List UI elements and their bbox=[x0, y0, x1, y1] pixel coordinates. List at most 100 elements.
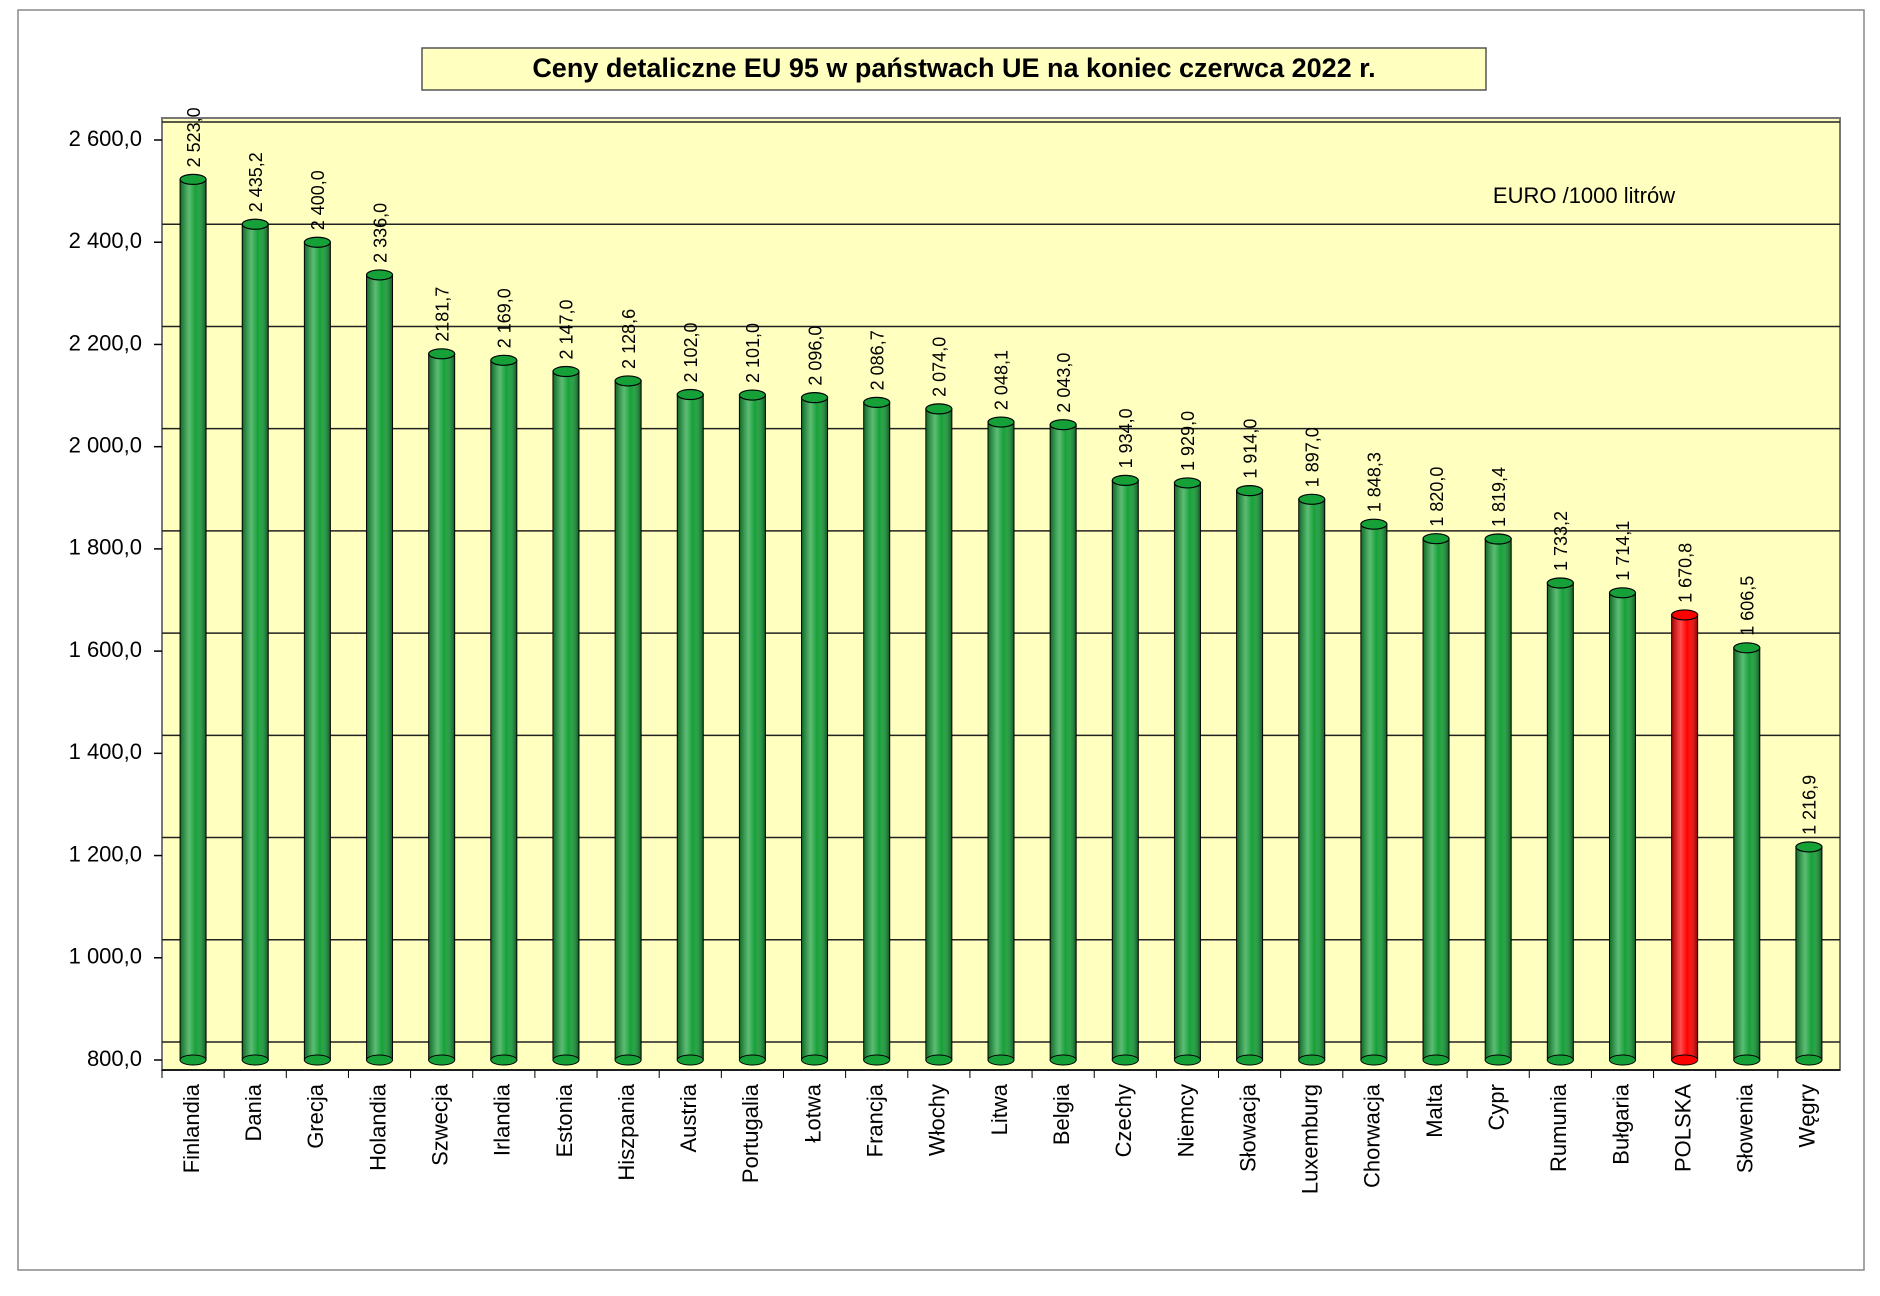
x-tick-label: Niemcy bbox=[1173, 1084, 1198, 1157]
bar-shade bbox=[428, 353, 455, 1060]
y-tick-label: 2 200,0 bbox=[69, 330, 142, 355]
chart-title: Ceny detaliczne EU 95 w państwach UE na … bbox=[532, 53, 1375, 83]
bar-top bbox=[1235, 485, 1264, 497]
value-label: 1 914,0 bbox=[1240, 419, 1260, 479]
x-tick-label: Luxemburg bbox=[1298, 1084, 1323, 1194]
bar-shade bbox=[1733, 647, 1760, 1060]
x-tick-label: Łotwa bbox=[800, 1083, 825, 1142]
bar-top bbox=[241, 218, 269, 230]
value-label: 2 128,6 bbox=[619, 309, 639, 369]
y-tick-label: 1 000,0 bbox=[69, 944, 142, 969]
bar-shade bbox=[677, 394, 704, 1060]
bar-bottom bbox=[1422, 1054, 1450, 1066]
bar-top bbox=[1049, 419, 1077, 431]
value-label: 2 400,0 bbox=[308, 170, 328, 230]
bar-shade bbox=[1485, 538, 1512, 1060]
bar-top bbox=[614, 375, 642, 387]
bar-shade bbox=[1174, 482, 1201, 1060]
x-tick-label: Grecja bbox=[303, 1083, 328, 1149]
value-label: 1 216,9 bbox=[1800, 775, 1820, 835]
bar-bottom bbox=[1360, 1054, 1388, 1066]
value-label: 2 101,0 bbox=[743, 323, 763, 383]
bar-top bbox=[490, 354, 518, 366]
x-tick-label: Słowenia bbox=[1733, 1083, 1758, 1173]
x-tick-label: Portugalia bbox=[738, 1083, 763, 1183]
bar-shade bbox=[1609, 592, 1636, 1060]
x-tick-label: Austria bbox=[676, 1083, 701, 1152]
bar-bottom bbox=[1049, 1054, 1077, 1066]
bar-bottom bbox=[1608, 1054, 1636, 1066]
bar-bottom bbox=[987, 1054, 1015, 1066]
bar-bottom bbox=[801, 1054, 829, 1066]
x-tick-label: Włochy bbox=[925, 1084, 950, 1156]
y-tick-label: 2 600,0 bbox=[69, 126, 142, 151]
bar-shade bbox=[1795, 846, 1822, 1060]
value-label: 1 929,0 bbox=[1178, 411, 1198, 471]
x-tick-label: Rumunia bbox=[1546, 1083, 1571, 1172]
bar-shade bbox=[180, 179, 207, 1060]
bar-top bbox=[1671, 609, 1699, 621]
bar-top bbox=[1360, 518, 1388, 530]
bar-top bbox=[552, 365, 580, 378]
y-tick-label: 1 400,0 bbox=[69, 739, 142, 764]
bar-top bbox=[676, 388, 704, 401]
value-label: 1 819,4 bbox=[1489, 467, 1509, 527]
bar-shade bbox=[1298, 499, 1325, 1060]
bar-shade bbox=[552, 371, 579, 1060]
bar-shade bbox=[1112, 480, 1139, 1060]
bar-top bbox=[179, 173, 207, 185]
bar-top bbox=[1111, 474, 1139, 486]
bar-shade bbox=[615, 380, 642, 1061]
y-tick-label: 1 800,0 bbox=[69, 535, 142, 560]
bar-shade bbox=[1360, 524, 1387, 1060]
y-tick-label: 800,0 bbox=[87, 1046, 142, 1071]
bar-bottom bbox=[1298, 1054, 1326, 1066]
value-label: 2181,7 bbox=[432, 287, 452, 342]
value-label: 1 897,0 bbox=[1302, 427, 1322, 487]
bar-top bbox=[800, 392, 829, 404]
value-label: 2 169,0 bbox=[495, 288, 515, 348]
value-label: 2 096,0 bbox=[805, 326, 825, 386]
value-label: 1 848,3 bbox=[1365, 452, 1385, 512]
bar-top bbox=[1546, 577, 1574, 589]
value-label: 2 074,0 bbox=[930, 337, 950, 397]
x-tick-label: Cypr bbox=[1484, 1084, 1509, 1130]
value-label: 1 606,5 bbox=[1738, 576, 1758, 636]
value-label: 1 934,0 bbox=[1116, 408, 1136, 468]
x-tick-label: Chorwacja bbox=[1360, 1083, 1385, 1188]
value-label: 1 820,0 bbox=[1427, 467, 1447, 527]
x-tick-label: Irlandia bbox=[490, 1083, 515, 1156]
bar-top bbox=[1173, 477, 1202, 489]
x-tick-label: Malta bbox=[1422, 1083, 1447, 1138]
bar-shade bbox=[1671, 614, 1698, 1060]
value-label: 2 523,0 bbox=[184, 107, 204, 167]
value-label: 1 733,2 bbox=[1551, 511, 1571, 571]
x-tick-label: Słowacja bbox=[1235, 1083, 1260, 1172]
bar-top bbox=[987, 416, 1015, 428]
value-label: 2 102,0 bbox=[681, 322, 701, 382]
x-tick-label: Dania bbox=[241, 1083, 266, 1141]
bar-bottom bbox=[1671, 1054, 1699, 1066]
value-label: 2 043,0 bbox=[1054, 353, 1074, 413]
bar-shade bbox=[801, 397, 828, 1061]
title-box bbox=[421, 47, 1487, 91]
bar-bottom bbox=[241, 1054, 269, 1066]
y-tick-label: 2 000,0 bbox=[69, 432, 142, 457]
bar-shade bbox=[304, 242, 331, 1060]
value-label: 1 714,1 bbox=[1613, 521, 1633, 581]
bar-shade bbox=[366, 274, 393, 1060]
value-label: 2 336,0 bbox=[370, 203, 390, 263]
value-label: 2 435,2 bbox=[246, 152, 266, 212]
bar-top bbox=[925, 403, 953, 415]
bar-bottom bbox=[863, 1054, 891, 1066]
y-tick-label: 1 600,0 bbox=[69, 637, 142, 662]
bar-bottom bbox=[179, 1054, 207, 1066]
x-tick-label: Bułgaria bbox=[1608, 1083, 1633, 1164]
bar-bottom bbox=[366, 1054, 394, 1066]
x-tick-label: POLSKA bbox=[1670, 1084, 1695, 1172]
value-label: 2 147,0 bbox=[557, 299, 577, 359]
bar-shade bbox=[1423, 538, 1450, 1060]
bar-shade bbox=[988, 422, 1014, 1060]
